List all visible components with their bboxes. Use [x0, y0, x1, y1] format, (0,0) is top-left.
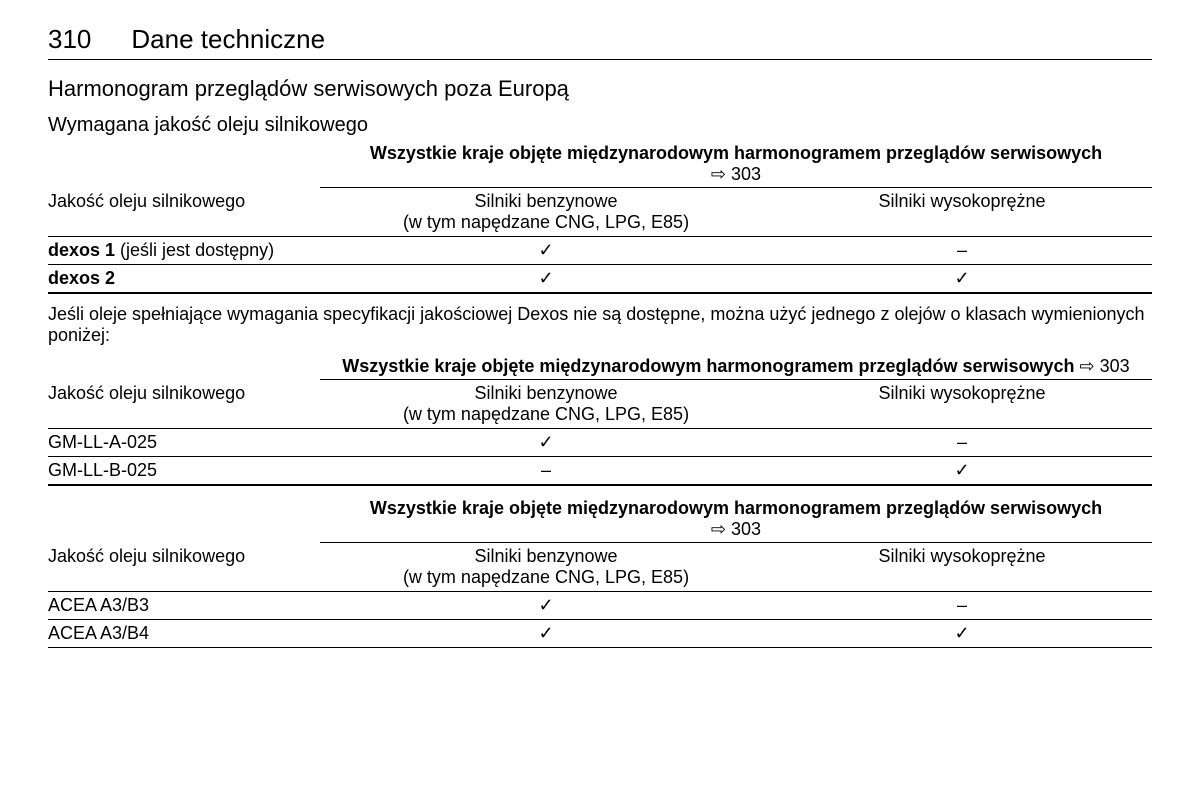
table2-header-main: Wszystkie kraje objęte międzynarodowym h… [342, 356, 1074, 376]
table3-header-main: Wszystkie kraje objęte międzynarodowym h… [370, 498, 1102, 518]
table1-header-title-row: Wszystkie kraje objęte międzynarodowym h… [48, 141, 1152, 188]
table1-header-title: Wszystkie kraje objęte międzynarodowym h… [320, 141, 1152, 188]
table2-header-title-row: Wszystkie kraje objęte międzynarodowym h… [48, 354, 1152, 380]
col-gas-header: Silniki benzynowe (w tym napędzane CNG, … [320, 543, 772, 592]
table-row: GM-LL-A-025 ✓ – [48, 429, 1152, 457]
row-label-rest: (jeśli jest dostępny) [115, 240, 274, 260]
table1-header-ref: 303 [731, 164, 761, 184]
row-label: ACEA A3/B4 [48, 620, 320, 648]
row-diesel: – [772, 429, 1152, 457]
row-diesel: ✓ [772, 457, 1152, 486]
row-label: dexos 2 [48, 265, 320, 294]
row-gas: ✓ [320, 620, 772, 648]
col-gas-line1: Silniki benzynowe [474, 383, 617, 403]
table-row: Jakość oleju silnikowego Silniki benzyno… [48, 188, 1152, 237]
row-gas: ✓ [320, 429, 772, 457]
arrow-icon: ⇨ [1080, 356, 1095, 376]
col-diesel-header: Silniki wysokoprężne [772, 543, 1152, 592]
table-gm: Jakość oleju silnikowego Silniki benzyno… [48, 380, 1152, 486]
col-gas-line1: Silniki benzynowe [474, 191, 617, 211]
table-row: dexos 1 (jeśli jest dostępny) ✓ – [48, 237, 1152, 265]
col-diesel-header: Silniki wysokoprężne [772, 380, 1152, 429]
row-diesel: ✓ [772, 620, 1152, 648]
col-label-header: Jakość oleju silnikowego [48, 188, 320, 237]
table-row: ACEA A3/B3 ✓ – [48, 592, 1152, 620]
page-number: 310 [48, 24, 91, 55]
row-gas: ✓ [320, 592, 772, 620]
row-gas: ✓ [320, 237, 772, 265]
table-row: dexos 2 ✓ ✓ [48, 265, 1152, 294]
col-gas-line2: (w tym napędzane CNG, LPG, E85) [320, 404, 772, 425]
table3-header-title: Wszystkie kraje objęte międzynarodowym h… [320, 496, 1152, 543]
col-gas-header: Silniki benzynowe (w tym napędzane CNG, … [320, 188, 772, 237]
page-title: Dane techniczne [131, 24, 325, 55]
row-label-bold: dexos 1 [48, 240, 115, 260]
row-gas: – [320, 457, 772, 486]
row-label: GM-LL-B-025 [48, 457, 320, 486]
row-label: ACEA A3/B3 [48, 592, 320, 620]
row-label-bold: dexos 2 [48, 268, 115, 288]
col-diesel-header: Silniki wysokoprężne [772, 188, 1152, 237]
table2-header-title: Wszystkie kraje objęte międzynarodowym h… [320, 354, 1152, 380]
col-gas-line2: (w tym napędzane CNG, LPG, E85) [320, 212, 772, 233]
subsection-title: Wymagana jakość oleju silnikowego [48, 114, 1152, 137]
row-label: dexos 1 (jeśli jest dostępny) [48, 237, 320, 265]
table3-header-ref: 303 [731, 519, 761, 539]
note-text: Jeśli oleje spełniające wymagania specyf… [48, 304, 1152, 346]
table-dexos: Jakość oleju silnikowego Silniki benzyno… [48, 188, 1152, 294]
col-gas-header: Silniki benzynowe (w tym napędzane CNG, … [320, 380, 772, 429]
col-gas-line2: (w tym napędzane CNG, LPG, E85) [320, 567, 772, 588]
row-diesel: – [772, 592, 1152, 620]
table-acea: Jakość oleju silnikowego Silniki benzyno… [48, 543, 1152, 648]
row-diesel: ✓ [772, 265, 1152, 294]
table-row: Jakość oleju silnikowego Silniki benzyno… [48, 380, 1152, 429]
section-title: Harmonogram przeglądów serwisowych poza … [48, 76, 1152, 102]
arrow-icon: ⇨ [711, 164, 726, 184]
table1-header-main: Wszystkie kraje objęte międzynarodowym h… [370, 143, 1102, 163]
col-label-header: Jakość oleju silnikowego [48, 543, 320, 592]
row-diesel: – [772, 237, 1152, 265]
col-label-header: Jakość oleju silnikowego [48, 380, 320, 429]
table-row: ACEA A3/B4 ✓ ✓ [48, 620, 1152, 648]
table2-header-ref: 303 [1100, 356, 1130, 376]
table-row: Jakość oleju silnikowego Silniki benzyno… [48, 543, 1152, 592]
table3-header-title-row: Wszystkie kraje objęte międzynarodowym h… [48, 496, 1152, 543]
page-header: 310 Dane techniczne [48, 24, 1152, 60]
row-gas: ✓ [320, 265, 772, 294]
table-row: GM-LL-B-025 – ✓ [48, 457, 1152, 486]
row-label: GM-LL-A-025 [48, 429, 320, 457]
arrow-icon: ⇨ [711, 519, 726, 539]
col-gas-line1: Silniki benzynowe [474, 546, 617, 566]
